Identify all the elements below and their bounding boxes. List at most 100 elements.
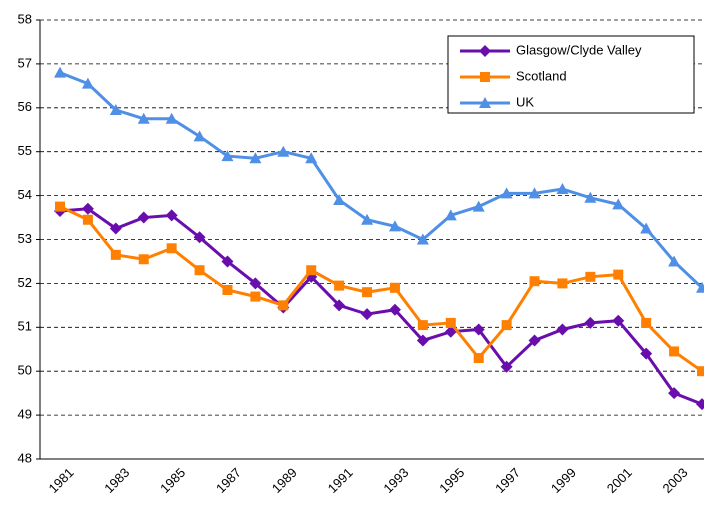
data-point <box>137 211 150 224</box>
data-point <box>333 193 346 205</box>
data-point <box>612 198 625 210</box>
data-point <box>137 112 150 124</box>
data-point <box>81 77 94 89</box>
y-tick-label: 53 <box>18 231 32 246</box>
data-point <box>501 320 512 331</box>
legend-marker <box>480 72 490 82</box>
x-tick-label: 1983 <box>101 465 132 496</box>
data-point <box>109 103 122 115</box>
data-point <box>528 187 541 199</box>
data-point <box>249 277 262 290</box>
data-point <box>306 265 317 276</box>
data-point <box>138 254 149 265</box>
data-point <box>221 150 234 162</box>
x-tick-label: 1987 <box>213 465 244 496</box>
y-tick-label: 48 <box>18 450 32 465</box>
data-point <box>193 130 206 142</box>
data-point <box>697 366 704 377</box>
data-point <box>194 265 205 276</box>
data-point <box>277 145 290 157</box>
data-point <box>334 280 345 291</box>
legend-label: UK <box>516 94 534 109</box>
y-tick-label: 50 <box>18 363 32 378</box>
data-point <box>110 249 121 260</box>
x-tick-label: 1993 <box>380 465 411 496</box>
y-tick-label: 54 <box>18 187 32 202</box>
series-line <box>59 71 704 289</box>
data-point <box>641 317 652 328</box>
legend-marker <box>479 97 491 108</box>
data-point <box>445 317 456 328</box>
data-point <box>528 334 541 347</box>
x-tick-label: 2003 <box>660 465 691 496</box>
y-tick-label: 51 <box>18 319 32 334</box>
y-tick-label: 56 <box>18 99 32 114</box>
data-point <box>361 308 374 321</box>
data-point <box>473 353 484 364</box>
data-point <box>612 314 625 327</box>
data-point <box>55 201 65 212</box>
data-point <box>529 276 540 287</box>
data-point <box>250 291 261 302</box>
data-point <box>472 200 485 212</box>
x-tick-label: 1981 <box>45 465 76 496</box>
x-tick-label: 2001 <box>604 465 635 496</box>
data-point <box>613 269 624 280</box>
data-point <box>388 220 401 232</box>
data-point <box>54 66 66 78</box>
data-point <box>472 323 485 336</box>
x-tick-label: 1997 <box>492 465 523 496</box>
data-point <box>556 183 569 195</box>
data-point <box>388 303 401 316</box>
data-point <box>166 243 177 254</box>
data-point <box>362 287 373 298</box>
legend-label: Scotland <box>516 68 567 83</box>
legend-marker <box>479 45 491 57</box>
series-line <box>59 205 703 373</box>
data-point <box>584 191 597 203</box>
data-point <box>416 233 429 245</box>
data-point <box>109 222 122 235</box>
x-tick-label: 1985 <box>157 465 188 496</box>
data-point <box>249 152 262 164</box>
data-point <box>584 316 597 329</box>
data-point <box>696 281 704 293</box>
data-point <box>165 112 178 124</box>
data-point <box>640 222 653 234</box>
data-point <box>444 209 457 221</box>
y-tick-label: 52 <box>18 275 32 290</box>
legend-label: Glasgow/Clyde Valley <box>516 42 642 57</box>
data-point <box>500 360 513 373</box>
data-point <box>585 271 596 282</box>
data-point <box>556 323 569 336</box>
data-point <box>361 213 374 225</box>
data-point <box>278 300 289 311</box>
data-point <box>557 278 568 289</box>
data-point <box>500 187 513 199</box>
y-tick-label: 49 <box>18 407 32 422</box>
data-point <box>417 320 428 331</box>
data-point <box>669 346 680 357</box>
x-tick-label: 1995 <box>436 465 467 496</box>
data-point <box>668 387 681 400</box>
data-point <box>82 214 93 225</box>
data-point <box>389 282 400 293</box>
data-point <box>221 255 234 268</box>
data-point <box>640 347 653 360</box>
data-point <box>222 284 233 295</box>
data-point <box>416 334 429 347</box>
data-point <box>81 202 94 215</box>
series-line <box>59 207 703 406</box>
y-tick-label: 55 <box>18 143 32 158</box>
data-point <box>333 299 346 312</box>
y-tick-label: 57 <box>18 55 32 70</box>
x-tick-label: 1991 <box>325 465 356 496</box>
x-tick-label: 1989 <box>269 465 300 496</box>
y-tick-label: 58 <box>18 11 32 26</box>
data-point <box>165 209 178 222</box>
data-point <box>668 255 681 267</box>
data-point <box>696 398 704 411</box>
data-point <box>305 152 318 164</box>
x-tick-label: 1999 <box>548 465 579 496</box>
